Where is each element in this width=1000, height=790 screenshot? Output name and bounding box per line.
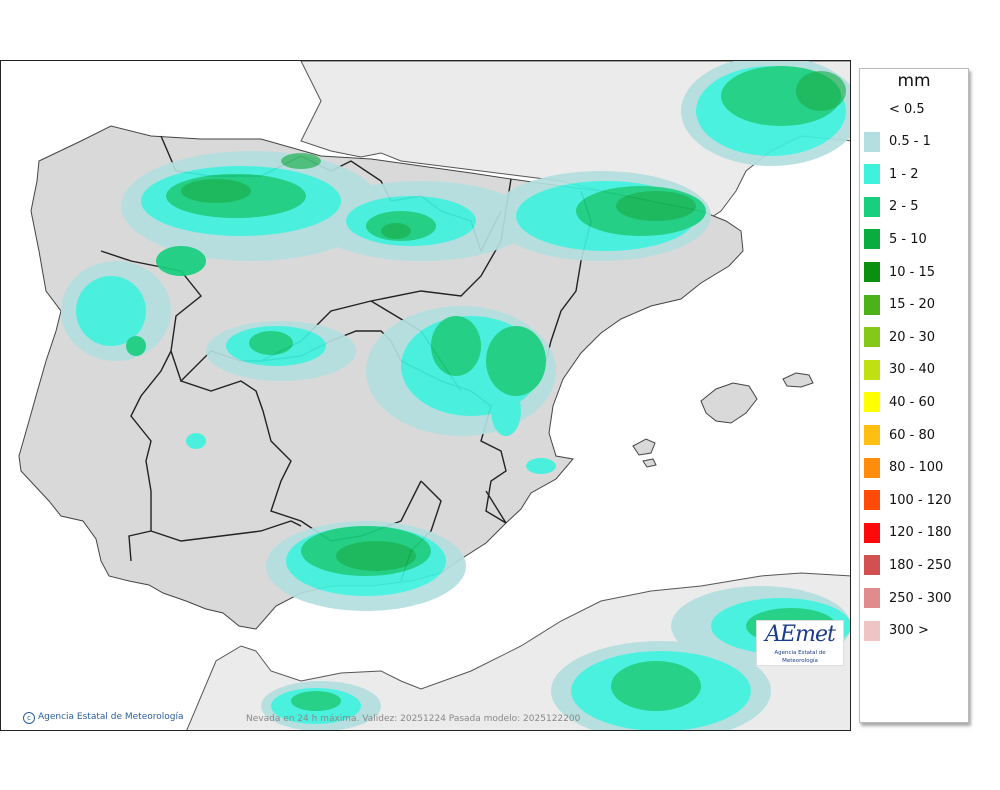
legend-item: 80 - 100 xyxy=(864,457,944,478)
legend-label: 20 - 30 xyxy=(889,329,936,345)
legend-item: < 0.5 xyxy=(864,99,925,119)
legend-item: 1 - 2 xyxy=(864,164,919,185)
legend-item: 180 - 250 xyxy=(864,555,952,576)
legend-label: 40 - 60 xyxy=(889,394,936,410)
legend-item: 300 > xyxy=(864,620,929,641)
menorca xyxy=(782,372,814,388)
legend-swatch xyxy=(864,164,880,185)
legend-label: 250 - 300 xyxy=(889,590,952,606)
legend-item: 20 - 30 xyxy=(864,327,936,348)
legend-label: 15 - 20 xyxy=(889,297,936,313)
legend-label: 30 - 40 xyxy=(889,362,936,378)
legend-label: 5 - 10 xyxy=(889,231,927,247)
legend-swatch xyxy=(864,262,880,282)
legend-swatch xyxy=(864,490,880,511)
legend-swatch xyxy=(864,620,880,641)
legend-swatch xyxy=(864,359,880,380)
legend-item: 40 - 60 xyxy=(864,392,936,413)
aemet-logo: AEmet Agencia Estatal de Meteorología xyxy=(756,620,844,666)
mallorca xyxy=(700,382,758,424)
legend-label: 1 - 2 xyxy=(889,166,919,182)
legend-item: 60 - 80 xyxy=(864,425,935,445)
legend-swatch xyxy=(864,392,880,413)
legend-swatch xyxy=(864,327,880,348)
map-canvas xyxy=(1,61,850,730)
validity-footer: Nevada en 24 h máxima. Validez: 20251224… xyxy=(246,714,581,724)
snowfall-overlay xyxy=(61,61,850,730)
legend-swatch xyxy=(864,196,880,217)
copyright-icon: c xyxy=(23,712,35,724)
legend-label: 100 - 120 xyxy=(889,492,952,508)
agency-credit: c Agencia Estatal de Meteorología xyxy=(23,712,184,724)
snowfall-map: c Agencia Estatal de Meteorología Nevada … xyxy=(0,60,851,731)
legend-swatch xyxy=(864,425,880,445)
legend-swatch xyxy=(864,522,880,543)
legend-label: 60 - 80 xyxy=(889,427,936,443)
legend-unit: mm xyxy=(897,71,931,91)
legend-item: 0.5 - 1 xyxy=(864,131,931,152)
legend-swatch xyxy=(864,99,880,119)
legend-swatch xyxy=(864,588,880,608)
legend-item: 100 - 120 xyxy=(864,490,952,511)
legend-item: 10 - 15 xyxy=(864,262,935,282)
legend-swatch xyxy=(864,555,880,576)
logo-mark: AEmet xyxy=(765,622,836,647)
legend-item: 120 - 180 xyxy=(864,522,952,543)
legend-panel: mm < 0.5 0.5 - 1 1 - 2 2 - 5 5 - 10 10 - 15 15… xyxy=(859,68,969,723)
formentera xyxy=(642,458,657,468)
legend-item: 15 - 20 xyxy=(864,294,936,315)
legend-item: 5 - 10 xyxy=(864,229,927,250)
legend-item: 2 - 5 xyxy=(864,196,919,217)
legend-label: 120 - 180 xyxy=(889,525,952,541)
legend-swatch xyxy=(864,457,880,478)
legend-label: 80 - 100 xyxy=(889,460,944,476)
legend-item: 250 - 300 xyxy=(864,588,952,608)
legend-swatch xyxy=(864,131,880,152)
legend-label: < 0.5 xyxy=(889,101,925,117)
legend-label: 300 > xyxy=(889,623,929,639)
legend-label: 0.5 - 1 xyxy=(889,134,931,150)
band-5-10 xyxy=(181,71,846,571)
legend-label: 10 - 15 xyxy=(889,264,936,280)
legend-label: 2 - 5 xyxy=(889,199,919,215)
ibiza xyxy=(632,438,656,456)
credit-label: Agencia Estatal de Meteorología xyxy=(38,712,184,722)
legend-label: 180 - 250 xyxy=(889,557,952,573)
legend-item: 30 - 40 xyxy=(864,359,936,380)
logo-subtitle: Agencia Estatal de Meteorología xyxy=(774,650,826,664)
legend-swatch xyxy=(864,229,880,250)
legend-swatch xyxy=(864,294,880,315)
